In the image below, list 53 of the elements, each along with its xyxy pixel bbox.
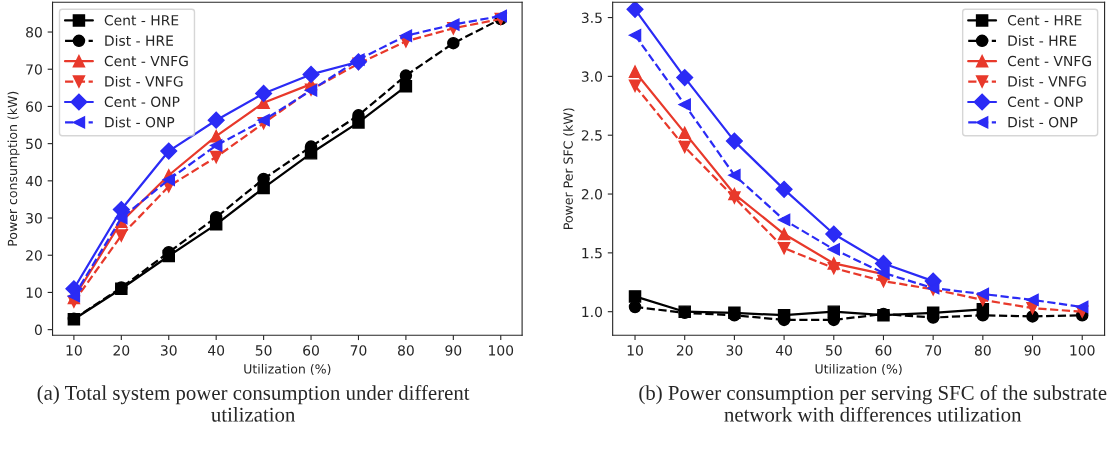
x-tick-label: 50	[255, 345, 272, 356]
legend-label: Dist - ONP	[105, 116, 175, 128]
y-tick-label: 80	[26, 26, 42, 38]
legend-label: Dist - VNFG	[105, 75, 183, 87]
text: (b) Power consumption per serving SFC of the substrate network with differences utilization	[639, 385, 1107, 422]
x-tick-label: 70	[350, 345, 367, 356]
x-tick-label: 60	[875, 345, 892, 356]
x-tick-label: 20	[676, 345, 693, 356]
x-tick-label: 90	[1024, 345, 1041, 356]
y-tick-label: 3.5	[581, 12, 602, 24]
x-tick-label: 20	[113, 345, 130, 356]
x-tick-label: 80	[974, 345, 991, 356]
y-tick-label: 40	[25, 175, 42, 187]
x-tick-label: 100	[1070, 345, 1095, 356]
legend-label: Cent - ONP	[104, 96, 180, 108]
x-tick-label: 40	[208, 345, 225, 356]
x-tick-label: 80	[398, 345, 414, 356]
y-axis-title: Power Per SFC (kW)	[563, 108, 575, 229]
legend-label: Cent - HRE	[104, 15, 179, 26]
x-tick-label: 30	[726, 345, 743, 356]
x-tick-label: 10	[627, 345, 643, 356]
x-tick-label: 40	[775, 345, 792, 356]
y-tick-label: 50	[26, 138, 42, 150]
x-tick-label: 100	[489, 345, 514, 356]
y-tick-label: 2.0	[581, 189, 603, 200]
x-axis-title: Utilization (%)	[244, 363, 331, 376]
text: (a) Total system power consumption under different utilization	[37, 385, 470, 422]
legend-label: Cent - ONP	[1007, 96, 1083, 108]
y-tick-label: 70	[26, 64, 42, 75]
y-tick-label: 1.5	[582, 248, 602, 259]
x-tick-label: 30	[160, 345, 177, 356]
y-tick-label: 3.0	[581, 71, 603, 82]
y-tick-label: 10	[26, 287, 42, 298]
y-tick-label: 30	[26, 213, 42, 224]
x-tick-label: 50	[826, 345, 842, 356]
legend-label: Cent - HRE	[1007, 15, 1082, 26]
legend-label: Cent - VNFG	[104, 55, 188, 67]
x-axis-title: Utilization (%)	[815, 363, 902, 376]
legend-label: Dist - HRE	[105, 35, 173, 46]
legend-label: Dist - ONP	[1008, 116, 1078, 128]
x-tick-label: 60	[303, 345, 319, 356]
legend-label: Dist - HRE	[1008, 35, 1077, 46]
x-tick-label: 10	[66, 345, 82, 356]
legend-label: Dist - VNFG	[1008, 75, 1086, 87]
y-tick-label: 60	[26, 101, 42, 112]
y-axis-title: Power consumption (kW)	[7, 91, 20, 246]
y-tick-label: 0	[34, 324, 42, 336]
y-tick-label: 20	[26, 250, 42, 261]
y-tick-label: 2.5	[581, 130, 602, 141]
y-tick-label: 1.0	[582, 306, 603, 318]
x-tick-label: 70	[925, 345, 942, 356]
x-tick-label: 90	[445, 345, 462, 356]
legend-label: Cent - VNFG	[1007, 55, 1091, 67]
